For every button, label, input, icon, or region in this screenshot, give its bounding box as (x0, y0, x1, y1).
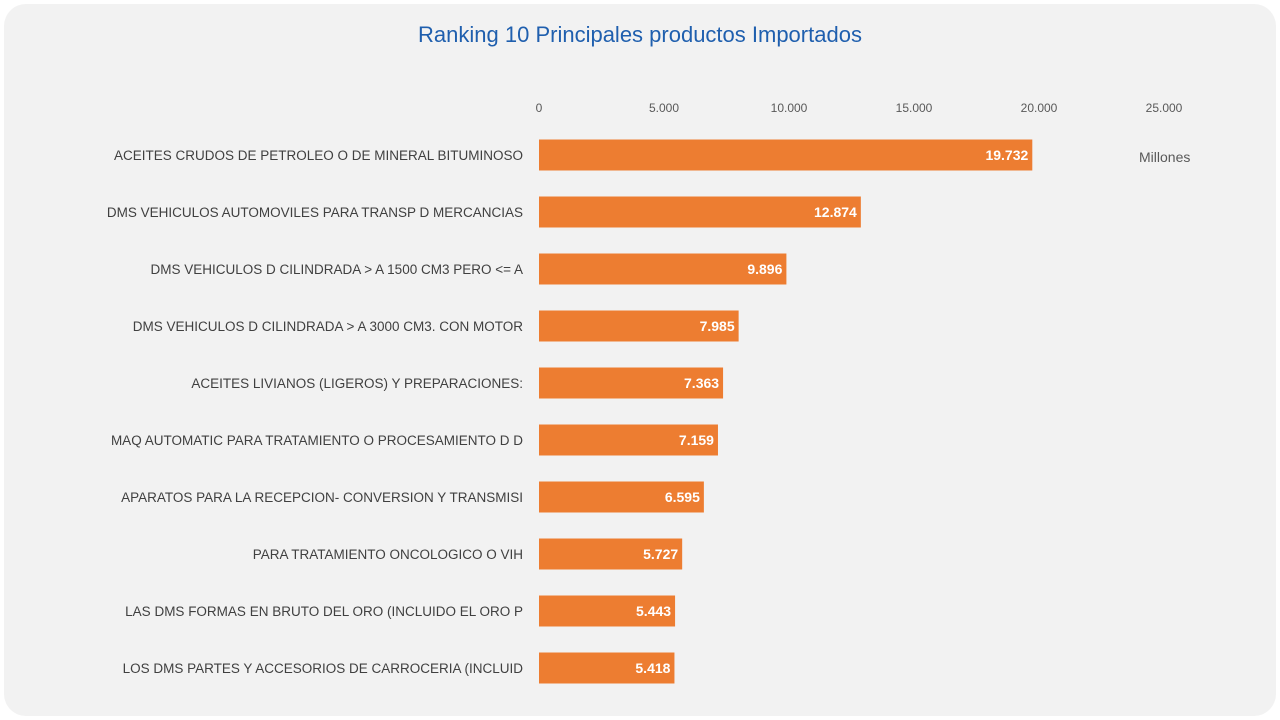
bar (539, 253, 787, 285)
data-label: 7.985 (700, 318, 735, 334)
bar (539, 595, 676, 627)
bar (539, 310, 739, 342)
data-label: 6.595 (665, 489, 700, 505)
bar (539, 424, 718, 456)
data-label: 7.159 (679, 432, 714, 448)
data-label: 5.443 (636, 603, 671, 619)
bar (539, 196, 861, 228)
x-tick-label: 5.000 (649, 101, 679, 115)
data-label: 5.418 (635, 660, 670, 676)
category-label: PARA TRATAMIENTO ONCOLOGICO O VIH (253, 547, 523, 562)
bar (539, 139, 1033, 171)
x-tick-label: 20.000 (1021, 101, 1058, 115)
bar (539, 538, 683, 570)
x-tick-label: 10.000 (771, 101, 808, 115)
bar (539, 367, 724, 399)
data-label: 19.732 (985, 147, 1028, 163)
bar (539, 481, 704, 513)
unit-label: Millones (1139, 149, 1191, 165)
category-label: MAQ AUTOMATIC PARA TRATAMIENTO O PROCESA… (111, 433, 523, 448)
data-label: 7.363 (684, 375, 719, 391)
data-label: 5.727 (643, 546, 678, 562)
bar (539, 652, 675, 684)
category-label: ACEITES CRUDOS DE PETROLEO O DE MINERAL … (114, 148, 523, 163)
data-label: 12.874 (814, 204, 857, 220)
x-tick-label: 25.000 (1146, 101, 1183, 115)
category-label: DMS VEHICULOS D CILINDRADA > A 3000 CM3.… (133, 319, 523, 334)
x-tick-label: 15.000 (896, 101, 933, 115)
category-label: DMS VEHICULOS D CILINDRADA > A 1500 CM3 … (150, 262, 523, 277)
data-label: 9.896 (747, 261, 782, 277)
category-label: LAS DMS FORMAS EN BRUTO DEL ORO (INCLUID… (125, 604, 523, 619)
category-label: ACEITES LIVIANOS (LIGEROS) Y PREPARACION… (191, 376, 523, 391)
category-label: APARATOS PARA LA RECEPCION- CONVERSION Y… (121, 490, 523, 505)
category-label: LOS DMS PARTES Y ACCESORIOS DE CARROCERI… (123, 661, 524, 676)
chart-title: Ranking 10 Principales productos Importa… (418, 22, 862, 47)
category-label: DMS VEHICULOS AUTOMOVILES PARA TRANSP D … (107, 205, 523, 220)
x-tick-label: 0 (536, 101, 543, 115)
